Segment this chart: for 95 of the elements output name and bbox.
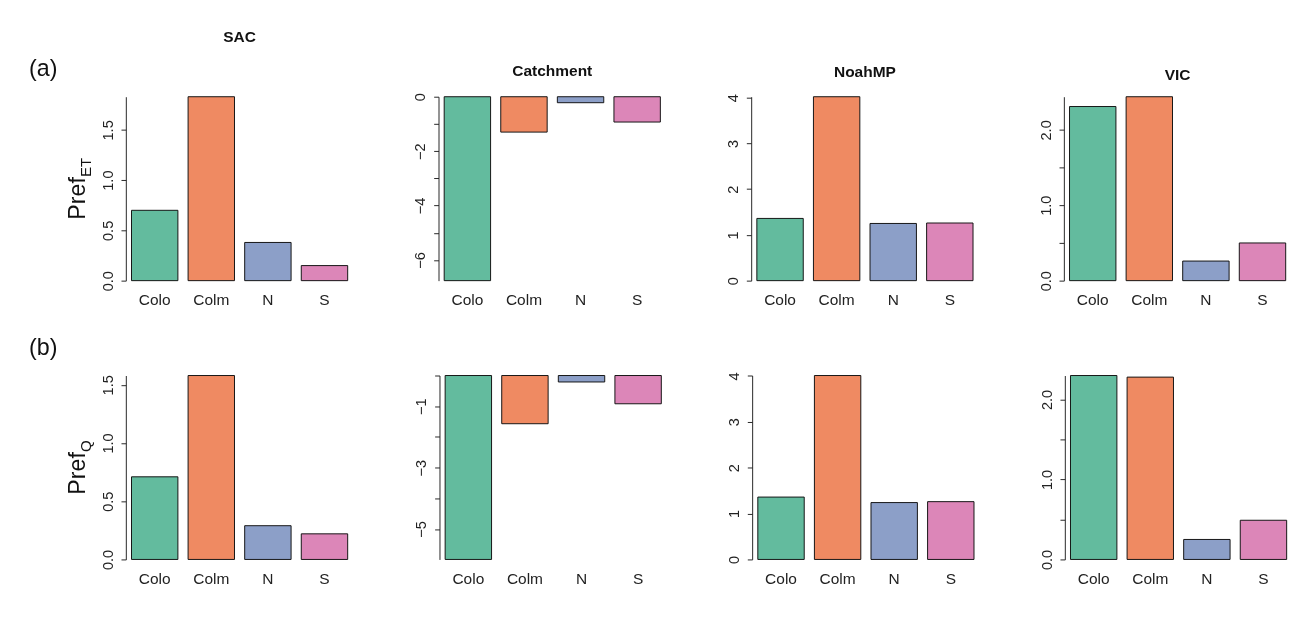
y-axis-title: PrefET bbox=[64, 157, 94, 220]
x-tick-label: S bbox=[1258, 570, 1269, 588]
x-tick-label: Colm bbox=[1132, 570, 1169, 588]
bar bbox=[1126, 376, 1174, 560]
bar bbox=[244, 241, 292, 282]
y-tick-label: 0.0 bbox=[99, 271, 116, 292]
text: (a) bbox=[29, 55, 58, 82]
bar bbox=[1183, 538, 1231, 560]
chart-title: NoahMP bbox=[834, 63, 896, 81]
y-tick-label: 2.0 bbox=[1038, 389, 1055, 411]
bar bbox=[1239, 519, 1288, 560]
y-tick-label: −5 bbox=[413, 521, 430, 538]
chart-title: SAC bbox=[223, 27, 256, 45]
y-tick-label: 0.0 bbox=[99, 549, 116, 571]
bar bbox=[927, 501, 975, 560]
x-tick-label: Colo bbox=[1076, 291, 1109, 309]
x-tick-label: Colm bbox=[819, 570, 856, 588]
y-tick-label: 3 bbox=[726, 418, 743, 427]
x-tick-label: N bbox=[888, 570, 900, 588]
x-tick-label: S bbox=[1257, 291, 1268, 309]
x-tick-label: N bbox=[574, 291, 587, 309]
x-tick-label: Colm bbox=[1131, 291, 1168, 309]
x-tick-label: S bbox=[632, 570, 644, 588]
x-tick-label: Colm bbox=[505, 291, 543, 309]
y-tick-label: −4 bbox=[412, 197, 429, 215]
y-tick-label: −1 bbox=[413, 398, 430, 415]
bar bbox=[187, 375, 235, 560]
bar bbox=[1238, 242, 1287, 282]
x-tick-label: Colm bbox=[193, 291, 230, 309]
bar bbox=[813, 375, 862, 560]
x-tick-label: Colm bbox=[818, 291, 855, 309]
x-tick-label: N bbox=[262, 291, 274, 309]
x-tick-label: Colo bbox=[138, 291, 171, 309]
bar bbox=[300, 533, 349, 560]
bar bbox=[244, 525, 292, 560]
y-tick-label: 4 bbox=[726, 372, 743, 381]
x-tick-label: Colm bbox=[193, 570, 230, 588]
x-tick-label: S bbox=[319, 570, 330, 588]
y-tick-label: 1.5 bbox=[99, 120, 116, 141]
bar bbox=[757, 496, 805, 560]
y-tick-label: 1 bbox=[726, 510, 743, 519]
y-tick-label: 4 bbox=[725, 94, 742, 103]
x-tick-label: Colo bbox=[765, 570, 797, 588]
y-tick-label: 1.0 bbox=[1037, 195, 1054, 216]
bar bbox=[187, 96, 235, 282]
x-tick-label: Colo bbox=[451, 291, 484, 309]
y-axis-title: PrefQ bbox=[64, 440, 94, 495]
y-tick-label: 2 bbox=[725, 185, 742, 194]
chart-title: VIC bbox=[1164, 65, 1191, 83]
x-tick-label: S bbox=[945, 570, 956, 588]
y-tick-label: −6 bbox=[412, 252, 429, 269]
x-tick-label: Colm bbox=[506, 570, 543, 588]
bar bbox=[131, 476, 179, 560]
bar bbox=[1182, 260, 1230, 282]
text: (b) bbox=[29, 334, 58, 361]
bar bbox=[812, 96, 861, 282]
y-tick-label: 3 bbox=[725, 139, 742, 148]
y-tick-label: 1.5 bbox=[99, 375, 116, 396]
x-tick-label: N bbox=[262, 570, 274, 588]
x-tick-label: S bbox=[944, 291, 955, 309]
bar bbox=[300, 265, 349, 282]
y-tick-label: 0.0 bbox=[1037, 271, 1054, 292]
x-tick-label: Colo bbox=[452, 570, 485, 588]
chart-title: Catchment bbox=[512, 62, 593, 80]
y-tick-label: 0.0 bbox=[1038, 549, 1055, 571]
y-tick-label: 1 bbox=[725, 231, 742, 240]
y-tick-label: −2 bbox=[412, 143, 429, 160]
y-tick-label: 0 bbox=[725, 277, 742, 286]
y-tick-label: −3 bbox=[413, 459, 430, 477]
bar bbox=[1070, 375, 1118, 560]
bar bbox=[1125, 96, 1174, 282]
y-tick-label: 2 bbox=[726, 464, 743, 473]
x-tick-label: Colo bbox=[1077, 570, 1110, 588]
y-tick-label: 0.5 bbox=[99, 491, 116, 512]
bar bbox=[870, 502, 918, 560]
y-tick-label: 1.0 bbox=[1038, 469, 1055, 491]
y-tick-label: 1.0 bbox=[99, 170, 116, 191]
x-tick-label: Colo bbox=[138, 570, 171, 588]
y-tick-label: 0 bbox=[726, 555, 743, 564]
x-tick-label: N bbox=[887, 291, 899, 309]
x-tick-label: N bbox=[1200, 291, 1212, 309]
bar bbox=[869, 222, 917, 282]
y-tick-label: 1.0 bbox=[99, 433, 116, 454]
bar bbox=[926, 222, 974, 282]
x-tick-label: N bbox=[1201, 570, 1213, 588]
x-tick-label: Colo bbox=[764, 291, 796, 309]
x-tick-label: N bbox=[575, 570, 588, 588]
y-tick-label: 0.5 bbox=[99, 220, 116, 241]
y-tick-label: 2.0 bbox=[1037, 120, 1054, 141]
x-tick-label: S bbox=[319, 291, 330, 309]
y-tick-label: 0 bbox=[412, 93, 429, 102]
bar bbox=[1069, 106, 1117, 282]
x-tick-label: S bbox=[631, 291, 643, 309]
bar bbox=[756, 217, 804, 282]
bar bbox=[131, 209, 179, 282]
